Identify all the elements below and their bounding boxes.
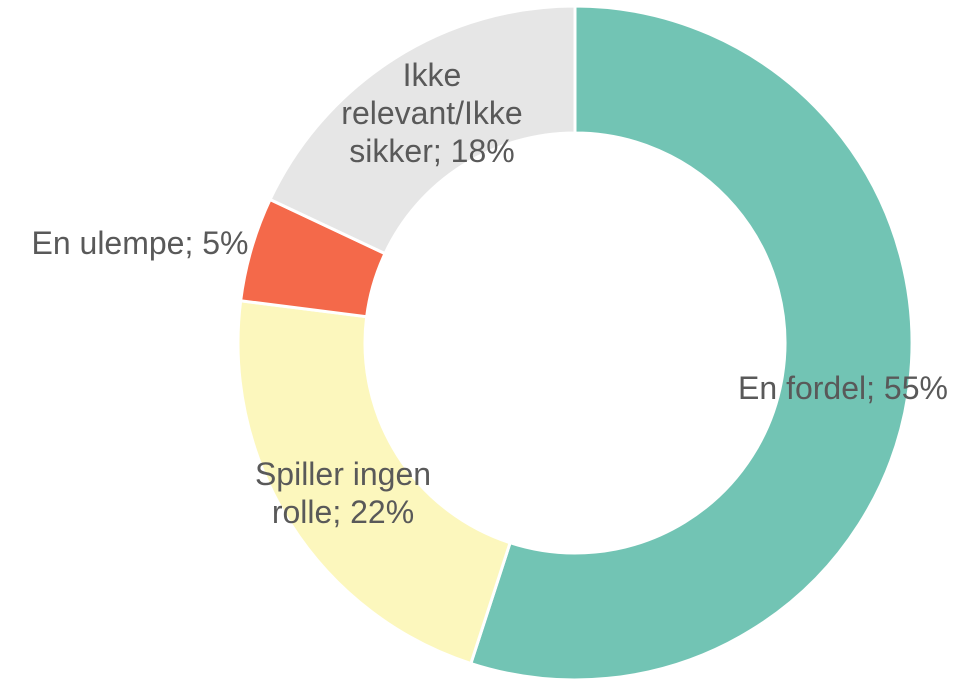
donut-slice	[236, 299, 512, 666]
data-label: En fordel; 55%	[738, 370, 948, 406]
data-label: Ikke relevant/Ikke sikker; 18%	[341, 57, 523, 169]
data-label: En ulempe; 5%	[31, 225, 249, 261]
data-label: Spiller ingen rolle; 22%	[254, 456, 432, 530]
donut-slice	[268, 4, 577, 256]
